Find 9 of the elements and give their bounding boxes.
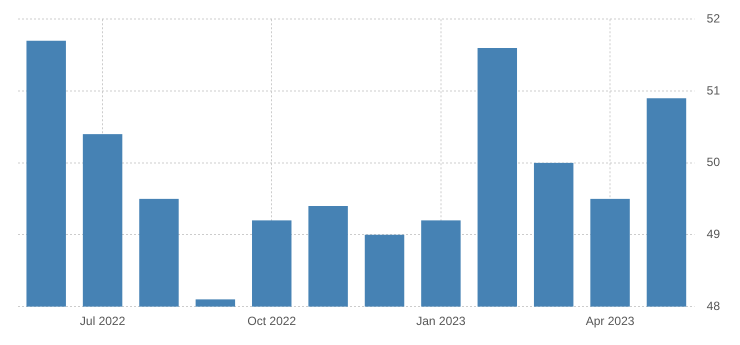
x-tick-label: Jan 2023 — [416, 314, 466, 328]
y-tick-label: 49 — [706, 227, 720, 242]
y-tick-label: 50 — [706, 155, 720, 170]
x-tick-label: Oct 2022 — [247, 314, 296, 328]
y-tick-label: 51 — [706, 83, 720, 98]
x-tick-label: Jul 2022 — [80, 314, 126, 328]
y-tick-label: 52 — [706, 12, 720, 26]
x-tick-label: Apr 2023 — [586, 314, 635, 328]
y-tick-label: 48 — [706, 298, 720, 313]
